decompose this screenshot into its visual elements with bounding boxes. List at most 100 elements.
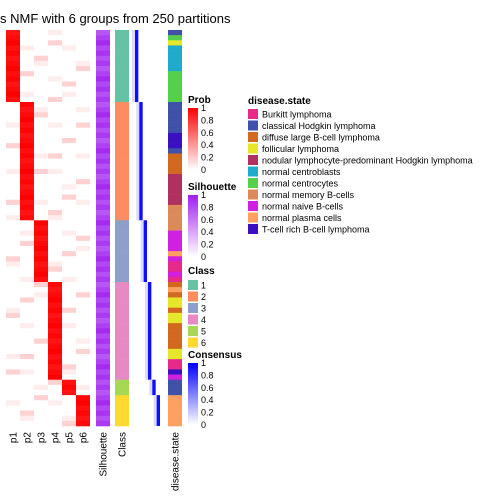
- membership-cell: [6, 158, 20, 165]
- silhouette-cell: [96, 235, 110, 242]
- membership-cell: [34, 323, 48, 329]
- membership-cell: [34, 369, 48, 375]
- membership-cell: [20, 199, 34, 206]
- membership-cell: [20, 179, 34, 185]
- membership-cell: [62, 168, 76, 175]
- membership-cell: [20, 390, 34, 396]
- class-cell: [115, 415, 129, 422]
- class-cell: [115, 292, 129, 298]
- membership-cell: [76, 379, 90, 386]
- silhouette-cell: [96, 261, 110, 267]
- class-cell: [115, 55, 129, 62]
- disease-state-cell: [168, 81, 182, 87]
- disease-state-legend-label: T-cell rich B-cell lymphoma: [262, 225, 370, 235]
- membership-cell: [34, 66, 48, 72]
- silhouette-cell: [96, 112, 110, 118]
- membership-cell: [76, 395, 90, 401]
- membership-cell: [20, 210, 34, 216]
- disease-state-cell: [168, 199, 182, 206]
- membership-cell: [34, 168, 48, 175]
- class-cell: [115, 122, 129, 129]
- silhouette-cell: [96, 153, 110, 159]
- disease-state-cell: [168, 318, 182, 324]
- membership-cell: [76, 174, 90, 180]
- consensus-block: [135, 30, 139, 102]
- silhouette-cell: [96, 256, 110, 262]
- membership-cell: [34, 148, 48, 154]
- silhouette-cell: [96, 287, 110, 293]
- membership-cell: [20, 307, 34, 314]
- membership-cell: [62, 246, 76, 252]
- class-cell: [115, 287, 129, 293]
- disease-state-legend-label: normal centrocytes: [262, 179, 339, 189]
- membership-cell: [62, 112, 76, 118]
- membership-cell: [48, 400, 62, 406]
- membership-cell: [6, 179, 20, 185]
- disease-state-cell: [168, 50, 182, 57]
- membership-cell: [48, 379, 62, 386]
- membership-cell: [34, 420, 48, 427]
- membership-cell: [48, 276, 62, 283]
- membership-cell: [76, 287, 90, 293]
- class-cell: [115, 210, 129, 216]
- consensus-legend-bar: [188, 363, 198, 425]
- disease-state-cell: [168, 158, 182, 165]
- membership-cell: [34, 384, 48, 391]
- class-cell: [115, 343, 129, 350]
- class-cell: [115, 45, 129, 51]
- membership-cell: [48, 359, 62, 365]
- membership-cell: [48, 251, 62, 257]
- membership-cell: [48, 374, 62, 381]
- membership-cell: [6, 369, 20, 375]
- membership-cell: [62, 256, 76, 262]
- class-legend-title: Class: [188, 266, 215, 277]
- membership-cell: [48, 246, 62, 252]
- membership-cell: [48, 256, 62, 262]
- membership-cell: [62, 55, 76, 62]
- membership-cell: [62, 210, 76, 216]
- membership-cell: [20, 143, 34, 149]
- class-cell: [115, 199, 129, 206]
- membership-cell: [62, 153, 76, 159]
- membership-cell: [76, 71, 90, 77]
- silhouette-cell: [96, 122, 110, 129]
- membership-cell: [62, 271, 76, 278]
- membership-cell: [62, 328, 76, 334]
- silhouette-cell: [96, 76, 110, 82]
- membership-cell: [48, 282, 62, 288]
- membership-cell: [34, 174, 48, 180]
- membership-cell: [76, 292, 90, 298]
- column-label: p3: [37, 432, 48, 444]
- membership-cell: [6, 215, 20, 221]
- membership-cell: [76, 35, 90, 41]
- class-cell: [115, 307, 129, 314]
- class-cell: [115, 163, 129, 170]
- membership-cell: [6, 251, 20, 257]
- disease-state-legend-swatch: [248, 120, 258, 131]
- membership-cell: [20, 333, 34, 339]
- class-cell: [115, 179, 129, 185]
- membership-cell: [34, 194, 48, 201]
- membership-cell: [20, 66, 34, 72]
- disease-state-cell: [168, 117, 182, 123]
- membership-cell: [48, 215, 62, 221]
- silhouette-cell: [96, 138, 110, 144]
- disease-state-cell: [168, 312, 182, 319]
- silhouette-cell: [96, 230, 110, 237]
- membership-cell: [6, 333, 20, 339]
- membership-cell: [34, 348, 48, 355]
- membership-cell: [20, 220, 34, 226]
- membership-cell: [34, 215, 48, 221]
- membership-cell: [62, 179, 76, 185]
- disease-state-legend-swatch: [248, 132, 258, 142]
- membership-cell: [48, 132, 62, 139]
- column-labels: p1 p2 p3 p4 p5 p6 Silhouette Class disease.state: [9, 432, 182, 491]
- membership-cell: [20, 40, 34, 46]
- membership-cell: [48, 45, 62, 51]
- disease-state-cell: [168, 354, 182, 360]
- column-label: p5: [65, 432, 76, 444]
- membership-cell: [6, 194, 20, 201]
- membership-cell: [20, 395, 34, 401]
- silhouette-cell: [96, 405, 110, 411]
- membership-cell: [48, 60, 62, 67]
